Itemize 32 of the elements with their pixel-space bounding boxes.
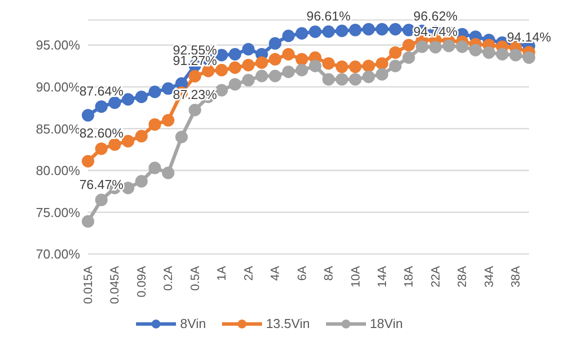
data-label: 94.14%: [506, 29, 552, 44]
legend-label: 8Vin: [179, 316, 206, 331]
x-tick-label: 2A: [241, 266, 256, 281]
x-tick-label: 0.09A: [134, 266, 148, 298]
x-tick-label: 0.2A: [161, 266, 176, 291]
x-tick-label: 0.045A: [108, 266, 122, 304]
data-label: 96.61%: [306, 8, 352, 24]
data-label: 96.62%: [413, 8, 458, 24]
x-tick-label: 0.015A: [81, 266, 95, 304]
data-label: 76.47%: [79, 176, 124, 192]
x-tick-label: 4A: [268, 266, 282, 281]
y-tick-label: 90.00%: [36, 79, 80, 94]
y-tick-label: 85.00%: [36, 121, 80, 136]
data-label: 82.60%: [79, 126, 124, 141]
x-tick-label: 22A: [428, 266, 442, 288]
x-tick-label: 34A: [482, 266, 496, 288]
data-label: 87.64%: [79, 84, 124, 99]
y-tick-label: 80.00%: [36, 163, 80, 178]
y-tick-label: 70.00%: [36, 246, 80, 262]
x-tick-label: 8A: [322, 266, 336, 281]
x-tick-label: 14A: [375, 266, 389, 288]
y-tick-label: 75.00%: [36, 204, 80, 220]
x-tick-label: 1A: [214, 266, 229, 281]
x-tick-label: 18A: [402, 266, 416, 288]
legend-label: 13.5Vin: [264, 316, 310, 331]
x-tick-label: 28A: [455, 266, 470, 288]
x-tick-label: 0.5A: [188, 266, 202, 291]
x-tick-label: 38A: [508, 266, 523, 288]
x-tick-label: 6A: [294, 266, 309, 281]
y-tick-label: 95.00%: [36, 38, 80, 53]
x-tick-label: 10A: [348, 266, 362, 288]
legend-label: 18Vin: [368, 316, 403, 331]
